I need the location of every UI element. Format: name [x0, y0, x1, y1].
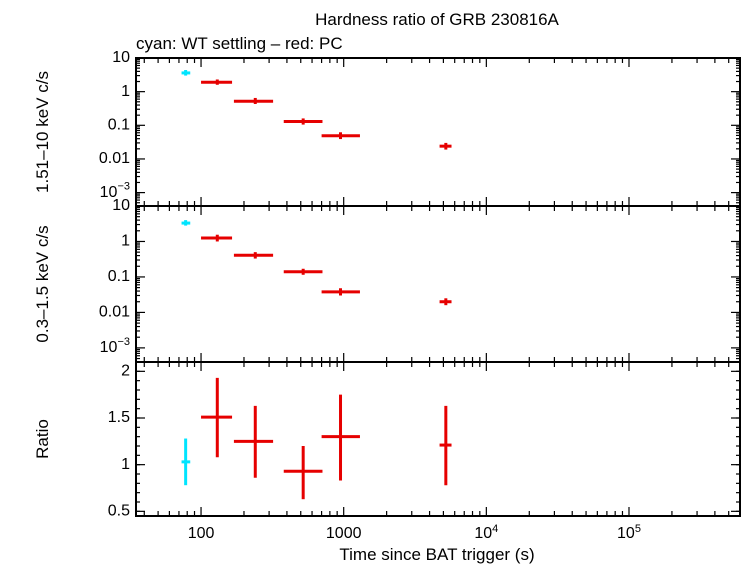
wt-data-point: [181, 69, 191, 76]
y-tick-label: 1: [121, 233, 130, 250]
y-tick-label: 0.5: [108, 503, 130, 520]
x-tick-label-exponent: 5: [635, 523, 641, 535]
wt-data-point: [181, 438, 191, 486]
panel-frame: [135, 205, 741, 363]
y-tick-label: 10: [112, 49, 130, 66]
pc-data-point: [321, 288, 360, 296]
pc-data-point: [233, 252, 274, 259]
y-tick-label: 10: [112, 197, 130, 214]
y-tick-label: 1: [121, 456, 130, 473]
pc-data-point: [201, 79, 233, 85]
pc-data-point: [283, 118, 323, 125]
y-tick-label: 1: [121, 83, 130, 100]
pc-data-point: [283, 446, 323, 500]
y-tick-label-exponent: −3: [117, 181, 130, 193]
x-tick-label: 100: [188, 525, 215, 542]
y-tick-label: 2: [121, 363, 130, 380]
y-tick-label: 0.01: [99, 304, 130, 321]
y-tick-label: 0.1: [108, 268, 130, 285]
y-tick-label: 10−3: [100, 336, 130, 356]
pc-data-point: [439, 142, 452, 150]
x-tick-label: 1000: [326, 525, 362, 542]
chart-title: Hardness ratio of GRB 230816A: [315, 10, 559, 29]
pc-data-point: [233, 97, 274, 104]
x-tick-label-exponent: 4: [492, 523, 498, 535]
panel-2: 10 1 0.1 0.01 10−3 0.3–1.5 keV c/s: [33, 197, 741, 363]
pc-data-point: [321, 132, 360, 140]
pc-data-point: [439, 298, 452, 306]
panel-frame: [135, 57, 741, 207]
pc-data-point: [283, 268, 323, 275]
x-tick-label: 105: [617, 523, 641, 542]
wt-data-point: [181, 220, 191, 226]
x-axis-label: Time since BAT trigger (s): [339, 545, 534, 564]
panel-3: 2 1.5 1 0.5 Ratio: [33, 361, 741, 520]
panel-frame: [135, 361, 741, 517]
y-axis-label: 0.3–1.5 keV c/s: [33, 225, 52, 342]
y-axis-label: Ratio: [33, 419, 52, 459]
x-tick-label: 104: [474, 523, 498, 542]
pc-data-point: [233, 405, 274, 478]
pc-data-point: [321, 394, 360, 481]
y-tick-label-exponent: −3: [117, 336, 130, 348]
pc-data-point: [439, 405, 452, 486]
pc-data-point: [201, 234, 233, 242]
pc-data-point: [201, 377, 233, 458]
y-tick-label: 1.5: [108, 409, 130, 426]
y-tick-label: 0.1: [108, 117, 130, 134]
chart-subtitle: cyan: WT settling – red: PC: [136, 34, 343, 53]
y-tick-label: 0.01: [99, 150, 130, 167]
y-axis-label: 1.51–10 keV c/s: [33, 71, 52, 193]
